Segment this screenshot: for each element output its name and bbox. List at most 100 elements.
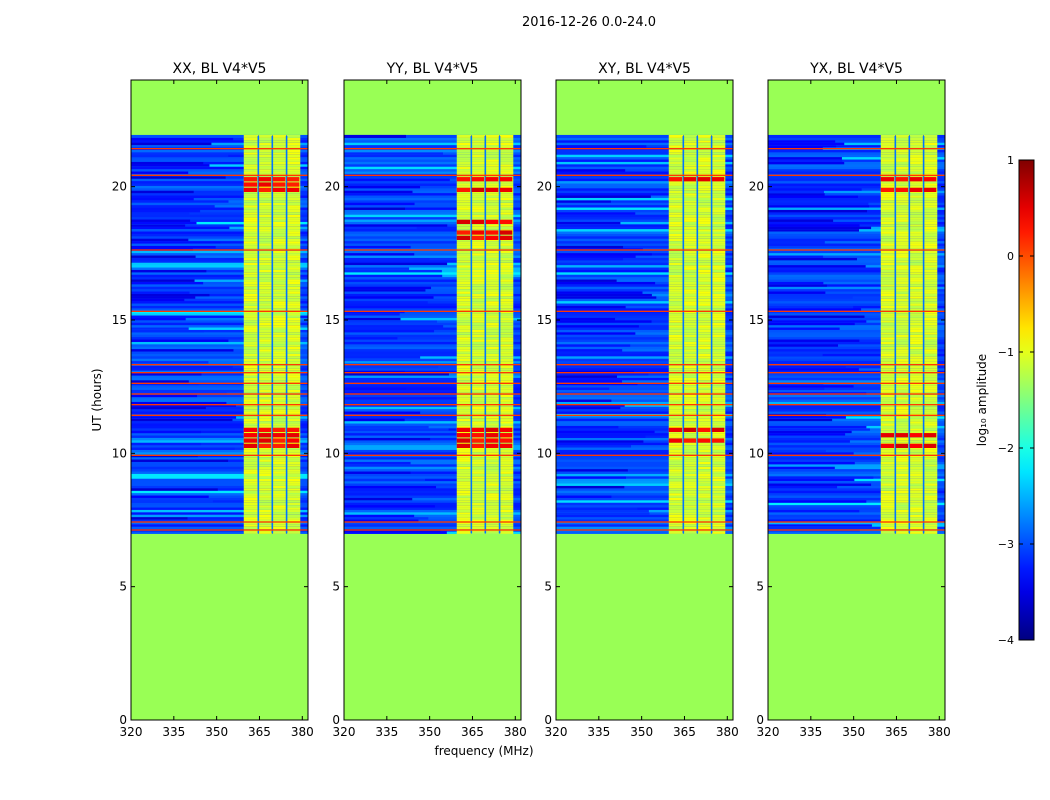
band-cell	[923, 271, 938, 275]
band-cell	[243, 511, 259, 515]
band-cell	[272, 418, 287, 422]
band-cell	[499, 322, 514, 326]
band-cell	[258, 144, 273, 148]
band-cell	[499, 326, 514, 330]
band-cell	[923, 427, 938, 431]
band-cell	[697, 348, 712, 352]
band-cell	[286, 355, 301, 359]
band-cell	[499, 300, 514, 304]
band-cell	[683, 442, 698, 446]
band-cell	[880, 144, 896, 148]
heatmap-row	[556, 283, 733, 287]
heatmap-row	[131, 211, 308, 215]
heatmap-row	[131, 142, 308, 146]
heatmap-row-segment	[344, 262, 448, 266]
band-cell	[895, 161, 910, 165]
heatmap-row-segment	[131, 238, 189, 242]
band-cell	[499, 168, 514, 172]
band-cell	[243, 346, 259, 350]
band-cell	[683, 396, 698, 400]
heatmap-row-segment	[768, 283, 827, 287]
band-cell	[456, 418, 472, 422]
band-cell	[471, 202, 486, 206]
band-cell	[485, 216, 500, 220]
band-cell	[683, 526, 698, 530]
band-cell	[923, 197, 938, 201]
band-cell	[243, 312, 259, 316]
band-cell	[923, 415, 938, 419]
heatmap-row	[344, 290, 521, 294]
hot-cell	[499, 230, 513, 235]
band-cell	[243, 526, 259, 530]
band-cell	[909, 214, 924, 218]
band-cell	[923, 367, 938, 371]
heatmap-row	[556, 317, 733, 321]
band-cell	[697, 228, 712, 232]
band-cell	[286, 410, 301, 414]
band-cell	[880, 511, 896, 515]
band-gap	[285, 136, 288, 534]
band-cell	[909, 353, 924, 357]
band-cell	[683, 386, 698, 390]
band-cell	[683, 317, 698, 321]
band-cell	[711, 209, 726, 213]
band-cell	[880, 526, 896, 530]
heatmap-row-segment	[556, 372, 649, 376]
band-cell	[499, 418, 514, 422]
band-cell	[923, 218, 938, 222]
heatmap-row	[768, 149, 945, 153]
band-cell	[286, 415, 301, 419]
band-cell	[711, 151, 726, 155]
heatmap-row	[344, 168, 521, 172]
band-cell	[895, 324, 910, 328]
band-cell	[909, 499, 924, 503]
band-cell	[471, 170, 486, 174]
band-cell	[880, 223, 896, 227]
band-cell	[711, 137, 726, 141]
hot-cell	[668, 427, 683, 432]
band-cell	[258, 235, 273, 239]
band-cell	[471, 470, 486, 474]
heatmap-row-segment	[768, 202, 869, 206]
band-cell	[711, 271, 726, 275]
band-cell	[880, 298, 896, 302]
heatmap-row	[344, 326, 521, 330]
band-cell	[499, 154, 514, 158]
band-cell	[485, 482, 500, 486]
band-cell	[668, 281, 684, 285]
band-cell	[243, 367, 259, 371]
band-cell	[485, 353, 500, 357]
band-cell	[668, 137, 684, 141]
heatmap-row	[344, 458, 521, 462]
band-cell	[880, 506, 896, 510]
heatmap-row	[131, 504, 308, 508]
band-cell	[499, 290, 514, 294]
heatmap-row	[768, 406, 945, 410]
band-cell	[456, 283, 472, 287]
heatmap-row	[768, 518, 945, 522]
band-cell	[471, 418, 486, 422]
band-cell	[880, 336, 896, 340]
heatmap-row	[344, 432, 521, 436]
band-cell	[499, 250, 514, 254]
band-cell	[471, 514, 486, 518]
heatmap-row	[131, 398, 308, 402]
band-cell	[697, 197, 712, 201]
band-cell	[923, 276, 938, 280]
band-cell	[895, 358, 910, 362]
band-cell	[697, 324, 712, 328]
band-cell	[668, 518, 684, 522]
heatmap-row	[768, 415, 945, 419]
band-cell	[668, 238, 684, 242]
band-cell	[258, 449, 273, 453]
heatmap-row	[131, 468, 308, 472]
band-cell	[668, 264, 684, 268]
band-cell	[272, 334, 287, 338]
band-cell	[485, 391, 500, 395]
heatmap-row	[768, 302, 945, 306]
band-cell	[923, 526, 938, 530]
band-cell	[880, 139, 896, 143]
band-cell	[471, 166, 486, 170]
band-cell	[456, 154, 472, 158]
band-cell	[683, 490, 698, 494]
